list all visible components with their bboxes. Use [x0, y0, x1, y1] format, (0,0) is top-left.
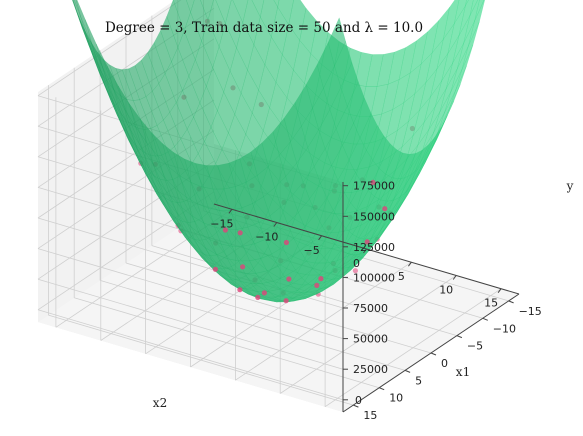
- y-tick-label: 0: [355, 394, 362, 407]
- grid-line-floor-x2: [235, 261, 412, 381]
- x2-tick-label: −5: [303, 244, 319, 257]
- x1-tick-mark: [482, 317, 488, 321]
- data-point: [237, 287, 243, 293]
- x1-tick-label: 5: [415, 374, 422, 387]
- x1-tick-label: 0: [441, 357, 448, 370]
- data-point: [240, 264, 246, 270]
- regression-surface: [72, 0, 485, 303]
- tick-labels: −15−15−10−10−5−5005510101515025000500007…: [210, 180, 542, 422]
- x2-tick-mark: [452, 275, 457, 280]
- x2-tick-mark: [497, 288, 502, 294]
- surface-patch: [465, 0, 469, 6]
- y-tick-label: 125000: [353, 241, 395, 254]
- x2-axis-label: x2: [153, 396, 167, 410]
- grid-line-floor-x1: [125, 262, 432, 354]
- x1-tick-label: −5: [467, 340, 483, 353]
- surface-patch: [80, 16, 99, 65]
- x2-tick-mark: [407, 261, 412, 267]
- x1-tick-label: 15: [363, 409, 377, 422]
- data-points-front: [212, 179, 388, 304]
- x2-tick-label: −10: [255, 231, 278, 244]
- x2-tick-label: 0: [353, 257, 360, 270]
- data-point: [364, 239, 370, 245]
- data-point: [283, 239, 289, 246]
- y-tick-label: 25000: [353, 363, 388, 376]
- data-point: [237, 230, 243, 236]
- data-point: [261, 290, 267, 296]
- x1-tick-label: −10: [493, 322, 516, 335]
- grid-line-floor-x2: [324, 288, 502, 408]
- surface-patch: [469, 0, 478, 16]
- y-tick-label: 100000: [353, 271, 395, 284]
- x1-tick-mark: [430, 352, 437, 356]
- data-point: [314, 282, 320, 288]
- x1-tick-mark: [508, 300, 514, 304]
- grid-line-back-z: [37, 278, 344, 370]
- grid-line-left-z: [37, 0, 182, 97]
- y-tick-label: 175000: [353, 180, 395, 193]
- y-tick-label: 150000: [353, 210, 395, 223]
- grid-line-back-z: [37, 309, 344, 401]
- x2-tick-mark: [273, 222, 278, 227]
- grid-line-floor-x2: [279, 275, 457, 394]
- x1-tick-label: 10: [389, 392, 403, 405]
- x2-tick-label: 10: [439, 284, 453, 297]
- surface-patch: [74, 0, 81, 17]
- data-point: [382, 206, 388, 212]
- y-axis-label: y: [566, 179, 574, 193]
- x2-tick-mark: [363, 248, 367, 254]
- y-tick-label: 75000: [353, 302, 388, 315]
- x1-tick-mark: [379, 387, 385, 391]
- data-point: [352, 268, 358, 274]
- grid-line-back-z: [37, 248, 344, 339]
- data-point: [318, 276, 324, 282]
- data-point: [222, 227, 228, 233]
- data-point: [283, 298, 289, 304]
- data-point: [255, 294, 261, 300]
- chart-title: Degree = 3, Train data size = 50 and λ =…: [105, 20, 423, 36]
- x1-tick-mark: [404, 369, 411, 373]
- x2-tick-label: 5: [398, 270, 405, 283]
- x1-tick-mark: [456, 335, 463, 339]
- grid-line-floor-x1: [48, 314, 354, 406]
- surface-patch: [474, 0, 485, 21]
- y-tick-label: 50000: [353, 333, 388, 346]
- x2-tick-label: −15: [210, 217, 233, 230]
- surface-patch: [72, 0, 77, 10]
- x1-axis-label: x1: [456, 365, 470, 379]
- grid-line-floor-x1: [99, 280, 406, 371]
- grid-line-floor-x1: [74, 297, 380, 389]
- x1-tick-mark: [353, 404, 359, 408]
- x2-tick-mark: [318, 235, 323, 241]
- x2-tick-label: 15: [484, 297, 498, 310]
- data-point: [212, 266, 218, 272]
- surface-patch: [327, 17, 346, 67]
- x1-tick-label: −15: [519, 305, 542, 318]
- x2-tick-mark: [228, 209, 233, 214]
- data-point: [370, 179, 376, 185]
- data-point: [286, 276, 292, 282]
